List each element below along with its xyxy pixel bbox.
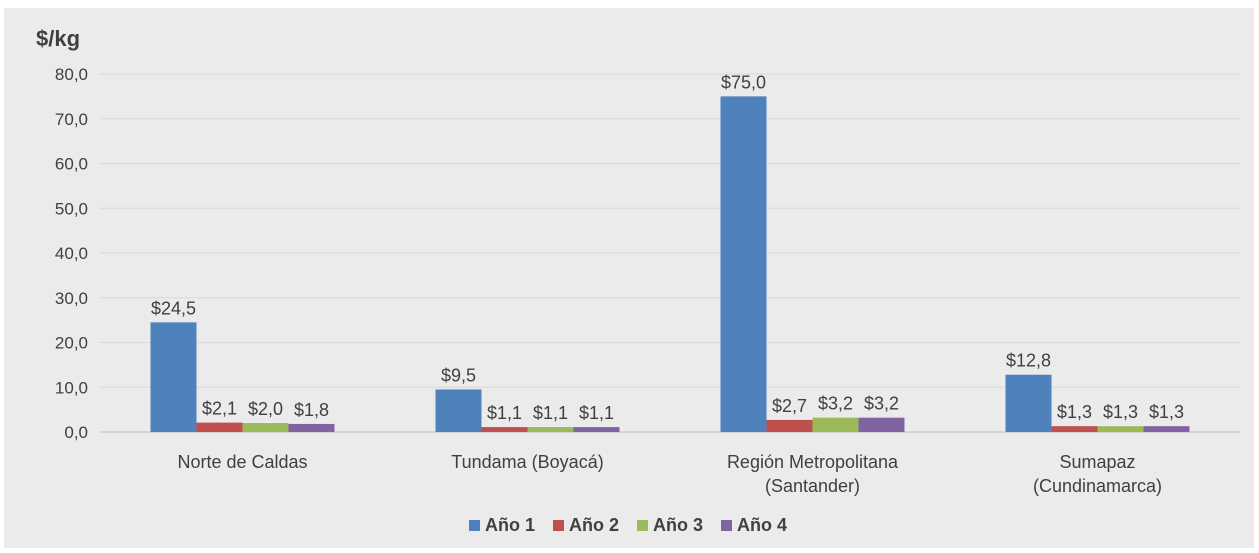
data-label: $1,1 (579, 403, 614, 423)
data-label: $1,1 (533, 403, 568, 423)
bar (1051, 426, 1098, 432)
data-label: $1,1 (487, 403, 522, 423)
legend-swatch (721, 520, 732, 531)
data-label: $2,0 (248, 399, 283, 419)
chart-frame: $/kg 0,0 10,0 20,0 30,0 40,0 50,0 60,0 70,0 80,0… (4, 8, 1254, 548)
bar (435, 389, 482, 432)
bars (150, 96, 1190, 432)
x-category-label: Norte de Caldas (177, 452, 307, 472)
bar (858, 417, 905, 432)
legend-swatch (469, 520, 480, 531)
bar (481, 427, 528, 432)
bar (573, 427, 620, 432)
y-tick-label: 60,0 (55, 155, 88, 174)
y-tick-label: 30,0 (55, 289, 88, 308)
bar (150, 322, 197, 432)
bar (720, 96, 767, 432)
data-label: $12,8 (1006, 351, 1051, 371)
legend: Año 1 Año 2 Año 3 Año 4 (469, 515, 787, 535)
y-tick-label: 80,0 (55, 65, 88, 84)
data-labels: $24,5 $2,1 $2,0 $1,8 $9,5 $1,1 $1,1 $1,1 $75,0 $2… (151, 72, 1184, 423)
x-category-label: (Cundinamarca) (1033, 476, 1162, 496)
y-tick-label: 70,0 (55, 110, 88, 129)
y-unit-label: $/kg (36, 26, 80, 51)
y-tick-label: 0,0 (64, 423, 88, 442)
x-category-label: Sumapaz (1059, 452, 1135, 472)
legend-label: Año 4 (737, 515, 787, 535)
bar (766, 419, 813, 432)
data-label: $75,0 (721, 72, 766, 92)
bar (527, 427, 574, 432)
x-category-label: Tundama (Boyacá) (451, 452, 603, 472)
x-axis-categories: Norte de Caldas Tundama (Boyacá) Región Me… (177, 452, 1162, 496)
data-label: $9,5 (441, 365, 476, 385)
bar (812, 417, 859, 432)
data-label: $24,5 (151, 298, 196, 318)
legend-label: Año 1 (485, 515, 535, 535)
legend-label: Año 2 (569, 515, 619, 535)
data-label: $3,2 (864, 394, 899, 414)
data-label: $3,2 (818, 394, 853, 414)
bar (1143, 426, 1190, 432)
bar (1005, 374, 1052, 432)
legend-swatch (637, 520, 648, 531)
y-tick-label: 50,0 (55, 199, 88, 218)
gridlines (100, 73, 1240, 433)
y-tick-label: 20,0 (55, 334, 88, 353)
data-label: $1,3 (1149, 402, 1184, 422)
x-category-label: (Santander) (765, 476, 860, 496)
data-label: $2,7 (772, 396, 807, 416)
bar-chart: $/kg 0,0 10,0 20,0 30,0 40,0 50,0 60,0 70,0 80,0… (36, 26, 1240, 535)
bar (196, 422, 243, 432)
data-label: $1,3 (1057, 402, 1092, 422)
data-label: $1,8 (294, 400, 329, 420)
legend-swatch (553, 520, 564, 531)
legend-label: Año 3 (653, 515, 703, 535)
data-label: $1,3 (1103, 402, 1138, 422)
bar (288, 423, 335, 432)
bar (242, 423, 289, 432)
y-tick-label: 10,0 (55, 378, 88, 397)
y-tick-label: 40,0 (55, 244, 88, 263)
y-axis-ticks: 0,0 10,0 20,0 30,0 40,0 50,0 60,0 70,0 80,0 (55, 65, 88, 442)
data-label: $2,1 (202, 399, 237, 419)
x-category-label: Región Metropolitana (727, 452, 899, 472)
bar (1097, 426, 1144, 432)
